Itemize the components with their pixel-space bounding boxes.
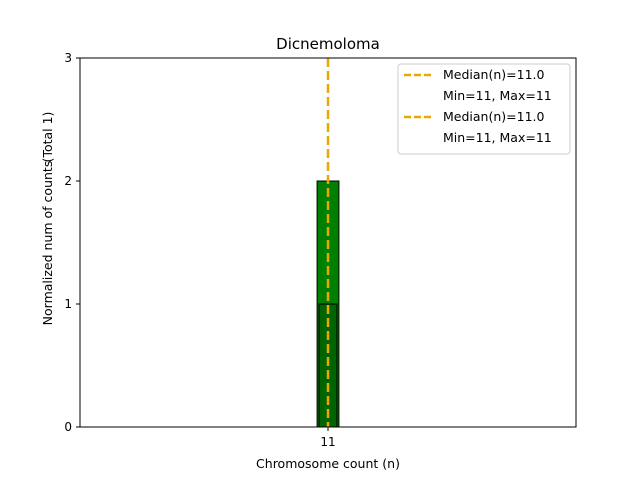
y-axis-label: Normalized num of counts xyxy=(40,161,55,326)
y-axis-total-label: (Total 1) xyxy=(40,112,55,163)
x-axis-label: Chromosome count (n) xyxy=(256,456,400,471)
y-tick-label-1: 1 xyxy=(64,297,72,311)
legend-label-0: Median(n)=11.0 xyxy=(443,67,544,82)
legend-label-1: Median(n)=11.0 xyxy=(443,109,544,124)
legend-box xyxy=(397,63,571,155)
legend-sub-1: Min=11, Max=11 xyxy=(443,130,552,145)
y-tick-label-2: 2 xyxy=(64,174,72,188)
y-tick-label-0: 0 xyxy=(64,420,72,434)
x-tick-label-0: 11 xyxy=(320,435,335,449)
axes-group: 0 1 2 3 11 xyxy=(64,51,577,449)
chart-title: Dicnemoloma xyxy=(276,35,380,53)
legend: Median(n)=11.0 Min=11, Max=11 Median(n)=11… xyxy=(397,63,571,155)
legend-sub-0: Min=11, Max=11 xyxy=(443,88,552,103)
y-tick-label-3: 3 xyxy=(64,51,72,65)
